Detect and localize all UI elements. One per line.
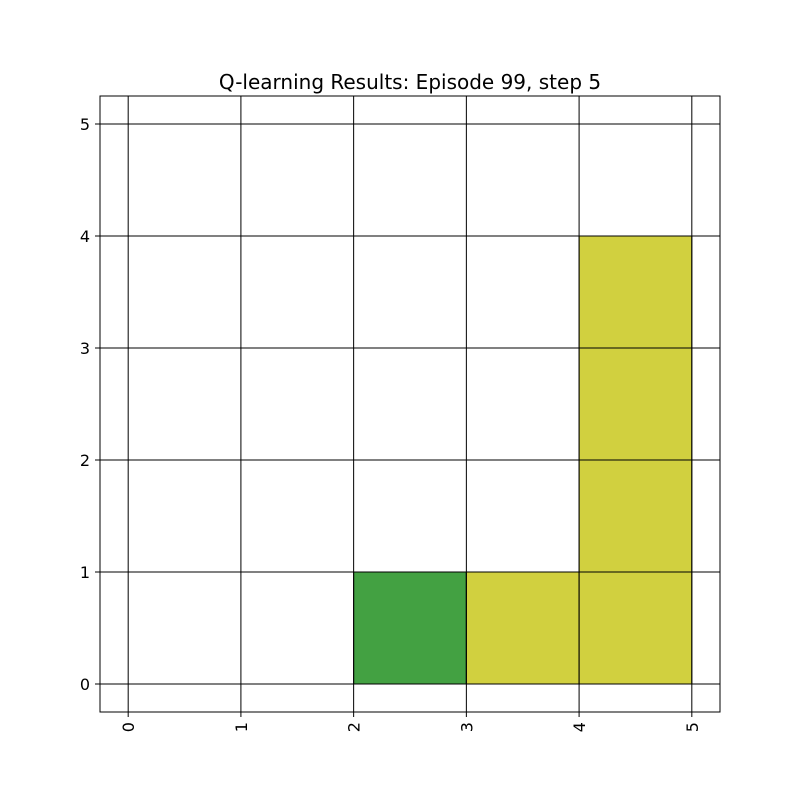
x-tick-label-5: 5: [683, 722, 702, 732]
x-tick-label-2: 2: [345, 722, 364, 732]
grid-cell-4-1: [578, 459, 693, 573]
y-tick-label-4: 4: [80, 227, 90, 246]
x-tick-label-3: 3: [457, 722, 476, 732]
grid-cell-4-2: [578, 347, 693, 461]
grid-cell-4-3: [578, 235, 693, 349]
grid-layer: [100, 96, 720, 712]
y-tick-label-0: 0: [80, 675, 90, 694]
cells-layer: [353, 235, 693, 685]
y-tick-label-5: 5: [80, 115, 90, 134]
x-tick-label-4: 4: [570, 722, 589, 732]
y-tick-label-2: 2: [80, 451, 90, 470]
x-tick-label-0: 0: [119, 722, 138, 732]
grid-cell-4-0: [578, 571, 693, 685]
grid-cell-2-0: [353, 571, 467, 685]
y-tick-label-1: 1: [80, 563, 90, 582]
grid-cell-3-0: [465, 571, 580, 685]
x-tick-label-1: 1: [232, 722, 251, 732]
y-tick-label-3: 3: [80, 339, 90, 358]
axes-frame: [99, 95, 721, 713]
x-ticks-layer: 0 1 2 3 4 5: [119, 712, 702, 732]
chart-title: Q-learning Results: Episode 99, step 5: [219, 70, 601, 94]
y-ticks-layer: 0 1 2 3 4 5: [80, 115, 100, 694]
